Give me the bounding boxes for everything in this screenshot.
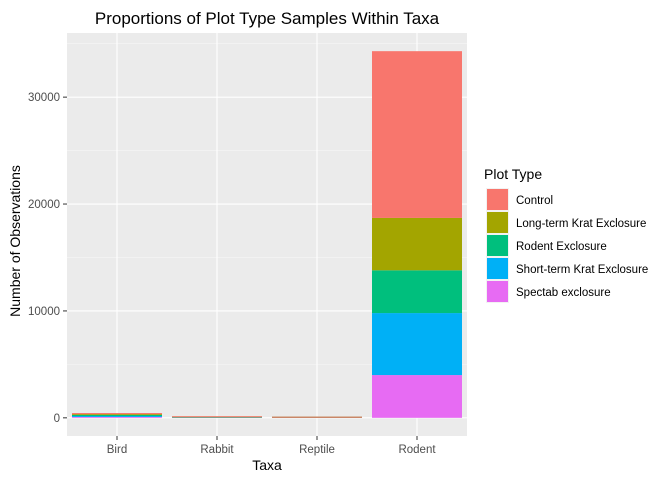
bar-bird-short-term-krat-exclosure — [72, 415, 162, 417]
legend-title: Plot Type — [484, 166, 542, 182]
bar-bird-spectab-exclosure — [72, 416, 162, 418]
x-tick-label: Bird — [107, 444, 127, 456]
y-tick-label: 30000 — [28, 92, 60, 104]
y-tick-label: 20000 — [28, 199, 60, 211]
legend-label: Spectab exclosure — [516, 287, 611, 299]
bars — [72, 51, 462, 418]
x-axis-title: Taxa — [252, 457, 282, 473]
legend-swatch — [487, 281, 508, 302]
legend: Plot Type Control Long-term Krat Exclosur… — [484, 166, 648, 303]
legend-swatch — [487, 258, 508, 279]
x-axis: Bird Rabbit Reptile Rodent — [107, 436, 436, 456]
legend-label: Short-term Krat Exclosure — [516, 264, 648, 276]
y-axis: 0 10000 20000 30000 — [28, 92, 67, 425]
legend-swatch — [487, 189, 508, 210]
legend-swatch — [487, 212, 508, 233]
y-tick-label: 0 — [54, 413, 60, 425]
y-axis-title: Number of Observations — [7, 165, 23, 317]
legend-label: Rodent Exclosure — [516, 241, 607, 253]
bar-reptile-control — [272, 416, 362, 418]
bar-rodent-long-term-krat-exclosure — [372, 217, 462, 271]
bar-bird-rodent-exclosure — [72, 414, 162, 417]
bar-rodent-control — [372, 51, 462, 218]
bar-rodent-spectab-exclosure — [372, 375, 462, 418]
bar-bird-long-term-krat-exclosure — [72, 413, 162, 415]
legend-label: Control — [516, 195, 553, 207]
x-tick-label: Reptile — [299, 444, 335, 456]
chart-title: Proportions of Plot Type Samples Within … — [95, 9, 440, 28]
legend-swatch — [487, 235, 508, 256]
bar-rabbit-control — [172, 416, 262, 418]
bar-bird-control — [72, 413, 162, 415]
y-tick-label: 10000 — [28, 306, 60, 318]
bar-rodent-short-term-krat-exclosure — [372, 313, 462, 376]
legend-label: Long-term Krat Exclosure — [516, 218, 646, 230]
x-tick-label: Rodent — [398, 444, 436, 456]
bar-rodent-rodent-exclosure — [372, 270, 462, 314]
x-tick-label: Rabbit — [200, 444, 234, 456]
